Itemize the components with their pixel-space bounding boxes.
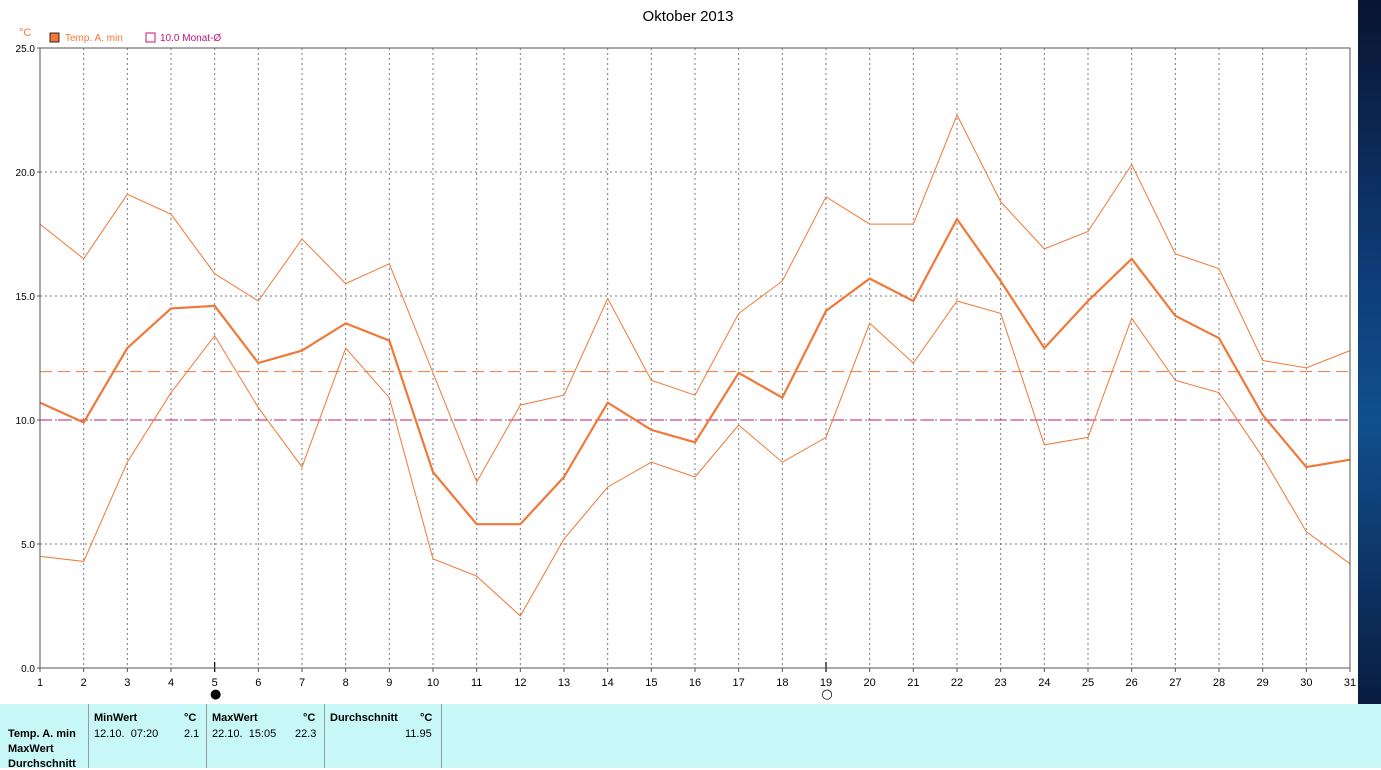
temperature-chart: Oktober 2013 °C Temp. A. min 10.0 Monat-… bbox=[16, 8, 1357, 702]
stats-max-header: MaxWert bbox=[212, 712, 258, 724]
legend-marker-month-avg bbox=[145, 32, 156, 43]
x-tick-label: 3 bbox=[124, 677, 130, 689]
x-tick-label: 10 bbox=[427, 677, 439, 689]
y-tick-label: 10.0 bbox=[16, 416, 36, 427]
y-tick-label: 15.0 bbox=[16, 292, 36, 303]
moon-phases: ● ○ bbox=[210, 662, 833, 702]
x-tick-label: 22 bbox=[951, 677, 963, 689]
stats-min-value: 2.1 bbox=[184, 728, 200, 740]
stats-min-unit: °C bbox=[184, 712, 197, 724]
x-tick-label: 6 bbox=[255, 677, 261, 689]
stats-separator bbox=[324, 704, 325, 768]
x-tick-label: 16 bbox=[689, 677, 701, 689]
x-tick-label: 21 bbox=[907, 677, 919, 689]
chart-title: Oktober 2013 bbox=[643, 8, 734, 25]
x-axis-ticks: 1 2 3 4 5 6 7 8 9 10 11 12 13 14 15 16 17 18 19 20 21 22 23 24 2… bbox=[37, 668, 1356, 689]
moon-phase-symbol: ○ bbox=[821, 687, 832, 702]
plot-frame bbox=[39, 47, 1351, 669]
x-tick-label: 24 bbox=[1038, 677, 1050, 689]
x-tick-label: 8 bbox=[343, 677, 349, 689]
series-line-average bbox=[39, 217, 1351, 526]
y-axis-ticks: 0.0 5.0 10.0 15.0 20.0 25.0 bbox=[16, 44, 40, 675]
x-tick-label: 1 bbox=[37, 677, 43, 689]
x-tick-label: 4 bbox=[168, 677, 174, 689]
x-tick-label: 5 bbox=[212, 677, 218, 689]
y-tick-label: 25.0 bbox=[16, 44, 36, 55]
x-tick-label: 12 bbox=[514, 677, 526, 689]
stats-row-label-avg: Durchschnitt bbox=[8, 758, 76, 770]
statistics-panel: Temp. A. min MaxWert Durchschnitt MinWer… bbox=[0, 704, 1381, 770]
x-tick-label: 17 bbox=[733, 677, 745, 689]
moon-phase-symbol: ● bbox=[210, 687, 221, 702]
grid bbox=[40, 48, 1350, 668]
x-tick-label: 30 bbox=[1300, 677, 1312, 689]
x-tick-label: 27 bbox=[1169, 677, 1181, 689]
stats-max-date: 22.10. 15:05 bbox=[212, 728, 277, 740]
stats-row-label-temp: Temp. A. min bbox=[8, 728, 76, 740]
y-axis-unit: °C bbox=[19, 27, 31, 39]
x-tick-label: 25 bbox=[1082, 677, 1094, 689]
y-tick-label: 5.0 bbox=[21, 540, 35, 551]
stats-max-value: 22.3 bbox=[295, 728, 317, 740]
window-edge bbox=[1358, 0, 1381, 704]
legend: Temp. A. min 10.0 Monat-Ø bbox=[49, 32, 221, 44]
stats-separator bbox=[206, 704, 207, 768]
x-tick-label: 11 bbox=[471, 677, 482, 689]
x-tick-label: 18 bbox=[776, 677, 788, 689]
legend-label-temp-min: Temp. A. min bbox=[65, 33, 123, 44]
stats-separator bbox=[441, 704, 442, 768]
stats-max-unit: °C bbox=[303, 712, 316, 724]
series-line-maximum bbox=[39, 113, 1351, 484]
stats-avg-unit: °C bbox=[420, 712, 433, 724]
x-tick-label: 14 bbox=[602, 677, 614, 689]
legend-label-month-avg: 10.0 Monat-Ø bbox=[160, 33, 221, 44]
x-tick-label: 2 bbox=[81, 677, 87, 689]
stats-min-header: MinWert bbox=[94, 712, 138, 724]
reference-lines bbox=[40, 371, 1350, 421]
series-line-minimum bbox=[39, 300, 1351, 617]
x-tick-label: 13 bbox=[558, 677, 570, 689]
y-tick-label: 0.0 bbox=[21, 664, 35, 675]
stats-avg-value: 11.95 bbox=[405, 728, 432, 740]
x-tick-label: 15 bbox=[645, 677, 657, 689]
x-tick-label: 19 bbox=[820, 677, 832, 689]
x-tick-label: 20 bbox=[864, 677, 876, 689]
series-lines bbox=[39, 113, 1351, 617]
x-tick-label: 26 bbox=[1126, 677, 1138, 689]
x-tick-label: 9 bbox=[386, 677, 392, 689]
y-tick-label: 20.0 bbox=[16, 168, 36, 179]
legend-marker-temp-min bbox=[49, 32, 60, 43]
x-tick-label: 29 bbox=[1257, 677, 1269, 689]
stats-row-label-max: MaxWert bbox=[8, 743, 54, 755]
x-tick-label: 23 bbox=[995, 677, 1007, 689]
x-tick-label: 28 bbox=[1213, 677, 1225, 689]
stats-min-date: 12.10. 07:20 bbox=[94, 728, 159, 740]
x-tick-label: 31 bbox=[1344, 677, 1356, 689]
x-tick-label: 7 bbox=[299, 677, 305, 689]
stats-separator bbox=[88, 704, 89, 768]
stats-avg-header: Durchschnitt bbox=[330, 712, 398, 724]
